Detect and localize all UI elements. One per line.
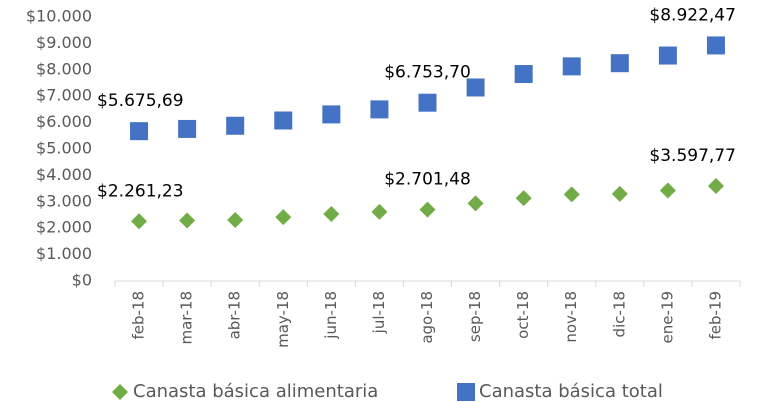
marker [371, 203, 388, 220]
marker [131, 213, 148, 230]
x-tick-label: sep-18 [466, 291, 484, 342]
x-tick-label: feb-18 [130, 291, 148, 340]
marker [707, 178, 724, 195]
marker [562, 57, 581, 76]
marker [370, 100, 389, 119]
marker [226, 116, 245, 135]
legend-label: Canasta básica alimentaria [133, 381, 378, 402]
y-tick-label: $6.000 [36, 112, 92, 131]
y-tick-label: $1.000 [36, 244, 92, 263]
marker [275, 209, 292, 226]
y-tick-label: $0 [72, 271, 92, 290]
y-tick-label: $5.000 [36, 139, 92, 158]
x-tick-label: nov-18 [562, 291, 580, 343]
x-tick-label: jul-18 [370, 291, 388, 334]
data-label: $5.675,69 [97, 91, 184, 111]
marker [515, 190, 532, 207]
x-tick-label: ene-19 [658, 291, 676, 343]
marker [659, 182, 676, 199]
marker [467, 195, 484, 212]
x-tick-label: dic-18 [610, 291, 628, 337]
marker [323, 205, 340, 222]
marker [514, 65, 533, 84]
data-label: $2.261,23 [97, 181, 184, 201]
marker [227, 212, 244, 229]
x-tick-label: mar-18 [178, 291, 196, 345]
marker [611, 185, 628, 202]
marker [658, 46, 677, 65]
marker [419, 201, 436, 218]
marker [179, 212, 196, 229]
x-tick-label: abr-18 [226, 291, 244, 339]
x-tick-label: feb-19 [706, 291, 724, 340]
y-tick-label: $8.000 [36, 59, 92, 78]
data-label: $8.922,47 [649, 5, 736, 25]
x-tick-label: ago-18 [418, 291, 436, 344]
y-tick-label: $3.000 [36, 191, 92, 210]
x-tick-label: may-18 [274, 291, 292, 348]
marker [130, 122, 149, 141]
x-tick-label: oct-18 [514, 291, 532, 339]
marker [418, 93, 437, 112]
y-tick-label: $4.000 [36, 165, 92, 184]
y-tick-label: $7.000 [36, 86, 92, 105]
marker [610, 54, 629, 73]
y-tick-label: $9.000 [36, 33, 92, 52]
marker [178, 119, 197, 138]
y-tick-label: $10.000 [26, 7, 92, 26]
legend-marker [457, 383, 475, 401]
data-label: $6.753,70 [384, 63, 471, 83]
marker [322, 105, 341, 124]
data-label: $2.701,48 [384, 170, 471, 190]
legend-label: Canasta básica total [479, 381, 663, 402]
legend-marker [112, 384, 128, 400]
marker [274, 111, 293, 130]
marker [706, 36, 725, 55]
marker [466, 78, 485, 97]
data-label: $3.597,77 [649, 146, 736, 166]
y-tick-label: $2.000 [36, 218, 92, 237]
x-tick-label: jun-18 [322, 291, 340, 340]
marker [563, 186, 580, 203]
